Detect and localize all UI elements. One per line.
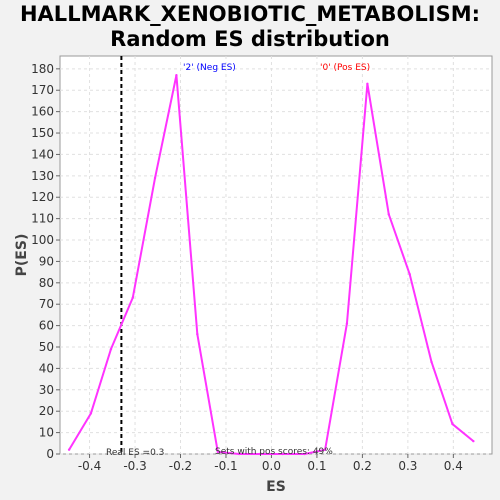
x-tick-label: 0.0 <box>262 459 281 473</box>
data-point <box>153 176 157 180</box>
x-tick-label: -0.2 <box>169 459 192 473</box>
pos-es-label: '0' (Pos ES) <box>320 63 370 73</box>
y-axis-label: P(ES) <box>14 234 30 277</box>
neg-es-label: '2' (Neg ES) <box>183 63 236 73</box>
y-tick-label: 30 <box>39 383 54 397</box>
series-group <box>67 74 475 456</box>
data-point <box>430 360 433 364</box>
data-point <box>237 452 241 456</box>
title-line-2: Random ES distribution <box>110 27 390 51</box>
y-tick-label: 120 <box>31 190 54 204</box>
y-tick-label: 150 <box>31 126 54 140</box>
chart-title: HALLMARK_XENOBIOTIC_METABOLISM: Random E… <box>0 2 500 52</box>
data-point <box>472 439 475 443</box>
data-point <box>131 296 134 299</box>
title-line-1: HALLMARK_XENOBIOTIC_METABOLISM: <box>19 2 481 26</box>
data-point <box>451 422 454 426</box>
y-tick-label: 130 <box>31 169 54 183</box>
y-tick-label: 0 <box>46 447 54 461</box>
plot-area <box>59 55 493 455</box>
pos-scores-label: Sets with pos scores: 49% <box>215 447 333 457</box>
data-point <box>387 213 390 216</box>
y-tick-label: 10 <box>39 426 54 440</box>
y-tick-label: 110 <box>31 212 54 226</box>
data-point <box>366 82 369 86</box>
real-es-label: Real ES =0.3 <box>106 448 164 458</box>
data-point <box>196 332 199 336</box>
es-distribution-line <box>68 74 474 455</box>
x-tick-label: -0.3 <box>123 459 146 473</box>
data-point <box>345 322 349 325</box>
y-tick-label: 100 <box>31 233 54 247</box>
y-tick-label: 70 <box>39 297 54 311</box>
data-point <box>175 74 178 77</box>
grid-lines <box>60 56 492 455</box>
data-point <box>281 452 285 456</box>
x-tick-label: -0.1 <box>214 459 237 473</box>
y-tick-label: 90 <box>39 254 54 268</box>
y-axis-ticks: 0 10 20 30 40 50 60 70 80 90 100 110 120 130 140 150 160… <box>31 62 60 461</box>
x-tick-label: 0.1 <box>307 459 326 473</box>
data-point <box>89 412 93 415</box>
data-point <box>67 448 71 451</box>
x-tick-label: 0.3 <box>398 459 417 473</box>
y-tick-label: 40 <box>39 361 54 375</box>
data-point <box>258 452 262 456</box>
data-point <box>109 347 113 351</box>
y-tick-label: 180 <box>31 62 54 76</box>
y-tick-label: 170 <box>31 83 54 97</box>
y-tick-label: 50 <box>39 340 54 354</box>
data-point <box>408 273 411 276</box>
data-point <box>323 448 327 451</box>
x-axis-ticks: -0.4 -0.3 -0.2 -0.1 0.0 0.1 0.2 0.3 0.4 <box>78 454 463 473</box>
data-point <box>216 450 219 454</box>
y-tick-label: 60 <box>39 319 54 333</box>
x-axis-label: ES <box>266 479 286 495</box>
x-tick-label: 0.2 <box>353 459 372 473</box>
y-tick-label: 160 <box>31 105 54 119</box>
x-tick-label: 0.4 <box>444 459 463 473</box>
data-point <box>303 452 306 456</box>
y-tick-label: 140 <box>31 147 54 161</box>
y-tick-label: 20 <box>39 404 54 418</box>
x-tick-label: -0.4 <box>78 459 101 473</box>
y-tick-label: 80 <box>39 276 54 290</box>
